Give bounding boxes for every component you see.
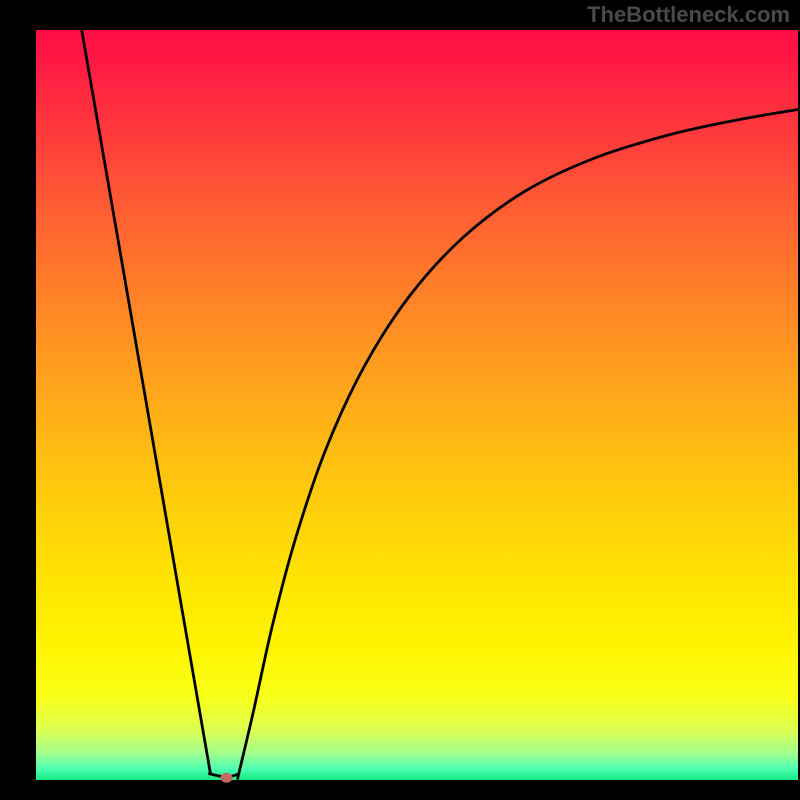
watermark-text: TheBottleneck.com: [587, 2, 790, 28]
min-marker: [221, 773, 233, 783]
bottleneck-chart: [0, 0, 800, 800]
chart-container: TheBottleneck.com: [0, 0, 800, 800]
plot-background: [36, 30, 798, 780]
